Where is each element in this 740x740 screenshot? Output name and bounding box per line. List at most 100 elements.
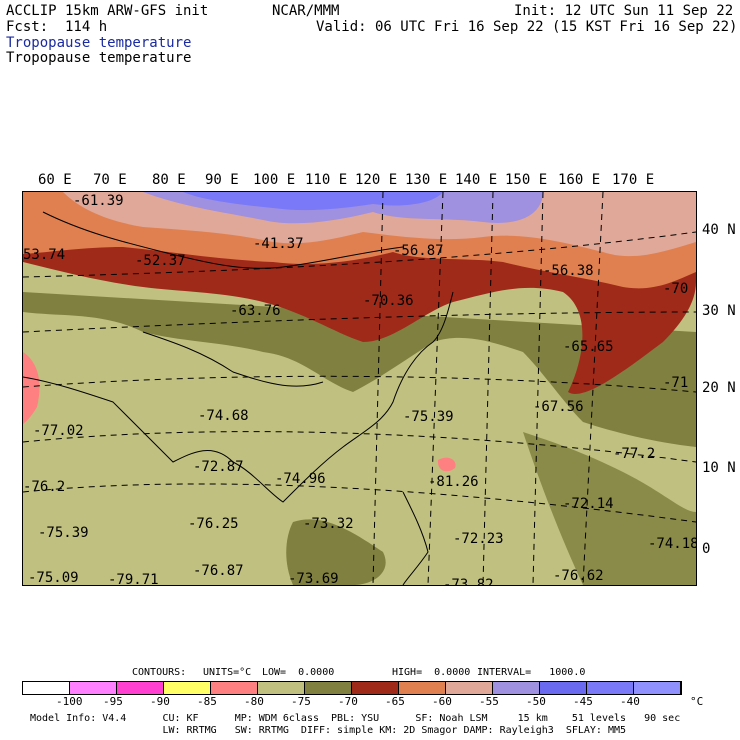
lon-label: 100 E — [253, 172, 296, 188]
colorbar-swatch — [493, 682, 540, 694]
colorbar-label: -90 — [150, 695, 170, 708]
tropopause-fill-olive-sea — [286, 519, 386, 585]
map-value-label: -56.87 — [393, 243, 444, 259]
map-value-label: -56.38 — [543, 263, 594, 279]
map-value-label: -72.14 — [563, 496, 614, 512]
lon-label: 70 E — [93, 172, 127, 188]
colorbar-label: -40 — [620, 695, 640, 708]
colorbar-swatch — [70, 682, 117, 694]
lon-label: 90 E — [205, 172, 239, 188]
colorbar-label: -70 — [338, 695, 358, 708]
map-value-label: -76.25 — [188, 516, 239, 532]
colorbar-swatch — [23, 682, 70, 694]
contour-info-contours: CONTOURS: — [132, 667, 187, 678]
lat-label: 10 N — [702, 460, 736, 476]
colorbar-swatch — [211, 682, 258, 694]
header-right-line1: Init: 12 UTC Sun 11 Sep 22 — [514, 3, 734, 19]
lat-label: 0 — [702, 541, 711, 557]
colorbar-label: -65 — [385, 695, 405, 708]
lon-label: 110 E — [305, 172, 348, 188]
coastlines — [23, 211, 454, 585]
lon-label: 140 E — [455, 172, 498, 188]
contour-info-interval: INTERVAL= 1000.0 — [477, 667, 586, 678]
model-info-line2: LW: RRTMG SW: RRTMG DIFF: simple KM: 2D … — [30, 725, 627, 736]
colorbar-label: -80 — [244, 695, 264, 708]
colorbar-swatch — [117, 682, 164, 694]
map-value-label: -77.02 — [33, 423, 84, 439]
tropopause-fill-coral-west — [23, 352, 40, 424]
colorbar-swatch — [446, 682, 493, 694]
colorbar-swatch — [399, 682, 446, 694]
colorbar-label: -95 — [103, 695, 123, 708]
map-value-label: -72.87 — [193, 459, 244, 475]
colorbar-swatch — [164, 682, 211, 694]
colorbar-label: -45 — [573, 695, 593, 708]
tropopause-fill-olive-south — [523, 432, 696, 585]
lon-label: 120 E — [355, 172, 398, 188]
map-value-label: -76.2 — [23, 479, 66, 495]
map-value-label: -71 — [663, 375, 689, 391]
colorbar-swatch — [352, 682, 399, 694]
map-value-label: -77.2 — [613, 446, 656, 462]
map-svg — [23, 192, 696, 585]
colorbar-swatch — [587, 682, 634, 694]
map-value-label: -74.68 — [198, 408, 249, 424]
tropopause-fill-olive — [23, 292, 696, 447]
map-value-label: -41.37 — [253, 236, 304, 252]
colorbar-label: -75 — [291, 695, 311, 708]
colorbar-swatch — [540, 682, 587, 694]
contour-info-high: HIGH= 0.0000 — [392, 667, 471, 678]
lon-label: 150 E — [505, 172, 548, 188]
map-value-label: -76.62 — [553, 568, 604, 584]
lon-label: 80 E — [152, 172, 186, 188]
map-value-label: -67.56 — [533, 399, 584, 415]
colorbar-swatch — [634, 682, 681, 694]
lon-label: 130 E — [405, 172, 448, 188]
header-center: NCAR/MMM — [272, 3, 340, 19]
map-value-label: -72.23 — [453, 531, 504, 547]
map-value-label: -61.39 — [73, 193, 124, 209]
map-value-label: -73.82 — [443, 577, 494, 586]
map-value-label: -63.76 — [230, 303, 281, 319]
map-value-label: -74.18 — [648, 536, 697, 552]
colorbar-label: -85 — [197, 695, 217, 708]
lat-label: 40 N — [702, 222, 736, 238]
lon-label: 160 E — [558, 172, 601, 188]
map-value-label: -65.65 — [563, 339, 614, 355]
colorbar — [22, 681, 682, 695]
colorbar-swatch — [258, 682, 305, 694]
map-value-label: -75.09 — [28, 570, 79, 586]
map-value-label: -70 — [663, 281, 689, 297]
colorbar-label: -60 — [432, 695, 452, 708]
map-value-label: -73.69 — [288, 571, 339, 586]
colorbar-label: -50 — [526, 695, 546, 708]
map-value-label: -74.96 — [275, 471, 326, 487]
map-value-label: -76.87 — [193, 563, 244, 579]
colorbar-unit: °C — [690, 695, 704, 708]
field-title-blue: Tropopause temperature — [6, 35, 192, 51]
header-left-line2: Fcst: 114 h — [6, 19, 108, 35]
field-title-black: Tropopause temperature — [6, 50, 192, 66]
map-value-label: -52.37 — [135, 253, 186, 269]
map-value-label: -70.36 — [363, 293, 414, 309]
graticule — [23, 192, 696, 585]
map-value-label: -81.26 — [428, 474, 479, 490]
tropopause-fill-coral-sea — [437, 457, 456, 472]
lat-label: 30 N — [702, 303, 736, 319]
map-value-label: -79.71 — [108, 572, 159, 586]
contour-info-units: UNITS=°C — [203, 667, 252, 678]
lon-label: 60 E — [38, 172, 72, 188]
tropopause-fill-blue — [183, 192, 443, 211]
map-value-label: -73.32 — [303, 516, 354, 532]
map-value-label: -75.39 — [38, 525, 89, 541]
model-info-line1: Model Info: V4.4 CU: KF MP: WDM 6class P… — [30, 713, 681, 724]
contour-info-low: LOW= 0.0000 — [262, 667, 335, 678]
colorbar-label: -55 — [479, 695, 499, 708]
colorbar-label: -100 — [56, 695, 83, 708]
colorbar-swatch — [305, 682, 352, 694]
header-left-line1: ACCLIP 15km ARW-GFS init — [6, 3, 209, 19]
map-panel: -61.39 -41.37 -56.87 -56.38 53.74 -52.37 -70 -7… — [22, 191, 697, 586]
header-right-line2: Valid: 06 UTC Fri 16 Sep 22 (15 KST Fri … — [316, 19, 738, 35]
lat-label: 20 N — [702, 380, 736, 396]
lon-label: 170 E — [612, 172, 655, 188]
